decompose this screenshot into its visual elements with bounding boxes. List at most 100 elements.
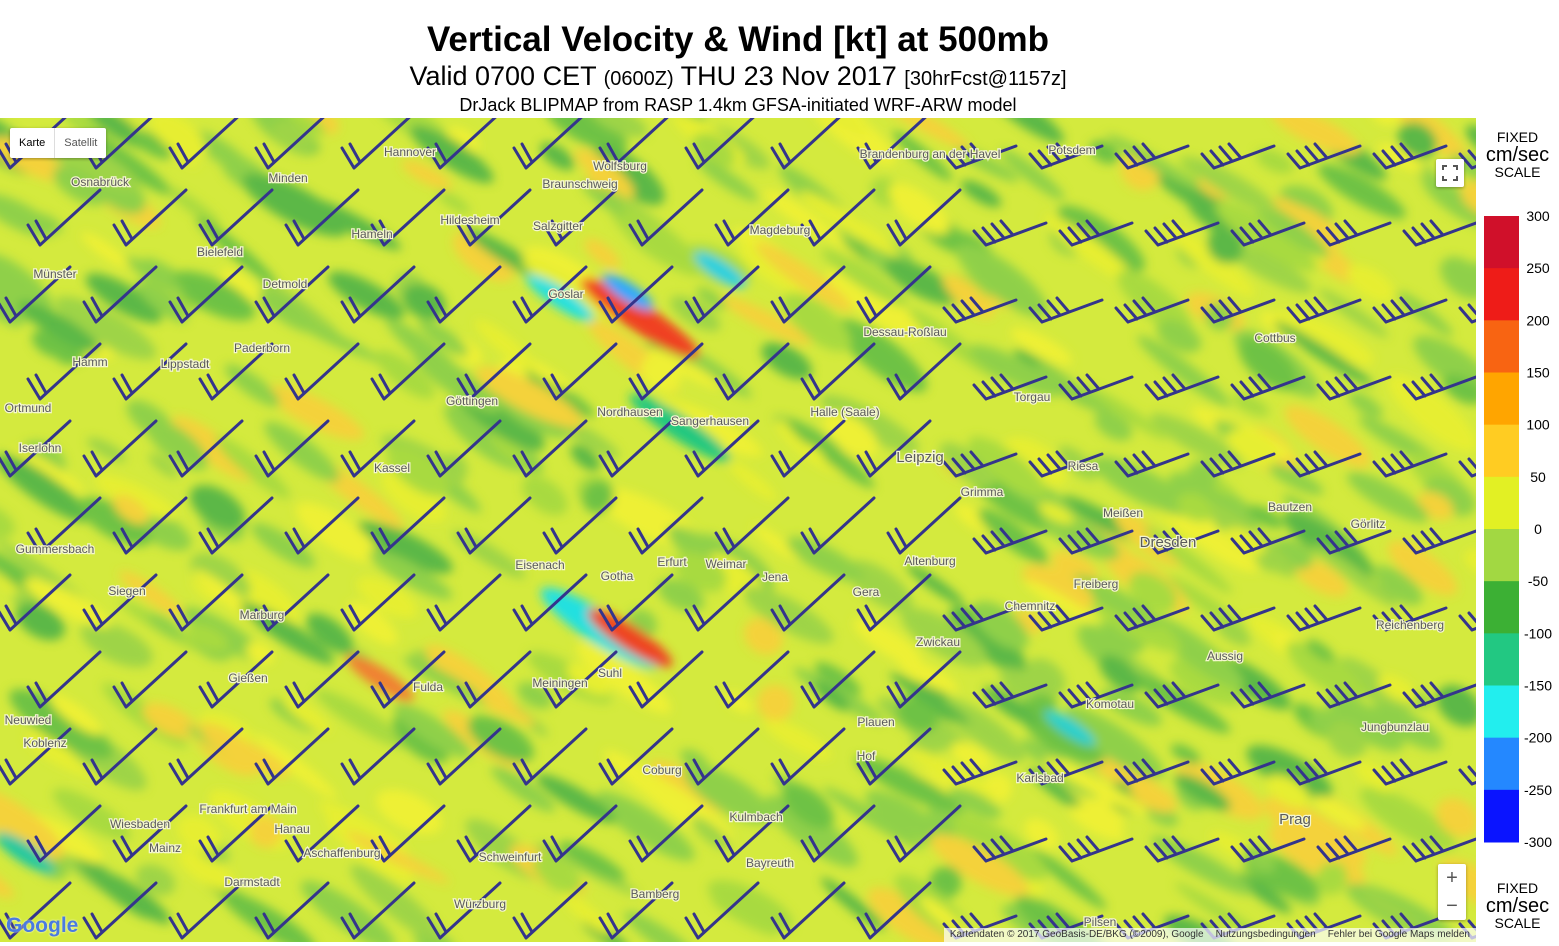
wind-barb bbox=[684, 265, 760, 324]
title: Vertical Velocity & Wind [kt] at 500mb bbox=[426, 20, 1050, 59]
field-blob bbox=[1327, 694, 1404, 752]
field-blob bbox=[0, 864, 15, 899]
place-label: Zwickau bbox=[916, 635, 960, 649]
field-blob bbox=[1247, 505, 1284, 529]
field-blob bbox=[561, 892, 612, 935]
wind-barb bbox=[254, 118, 325, 170]
field-blob bbox=[1286, 640, 1364, 700]
wind-barb bbox=[714, 650, 790, 709]
wind-barb bbox=[714, 188, 790, 247]
scale-tick-label: -150 bbox=[1524, 678, 1552, 694]
place-label: Hof bbox=[857, 749, 876, 763]
field-blob bbox=[245, 642, 275, 665]
field-blob bbox=[0, 538, 88, 605]
wind-barb bbox=[1114, 758, 1190, 786]
google-logo[interactable]: Google bbox=[6, 914, 79, 937]
field-blob bbox=[961, 180, 1002, 208]
field-blob bbox=[215, 436, 291, 499]
map-button[interactable]: Karte bbox=[19, 137, 46, 149]
field-blob bbox=[418, 319, 469, 356]
wind-barb bbox=[1230, 219, 1306, 247]
place-label: Riesa bbox=[1068, 459, 1099, 473]
scale-unit: cm/sec bbox=[1485, 144, 1550, 166]
field-blob bbox=[1242, 845, 1276, 873]
field-blob bbox=[522, 257, 622, 321]
wind-barb bbox=[1028, 142, 1104, 170]
place-label: Gotha bbox=[601, 569, 634, 583]
field-blob bbox=[142, 702, 198, 739]
wind-barb bbox=[1144, 835, 1220, 863]
place-label: Kassel bbox=[374, 461, 410, 475]
field-blob bbox=[475, 366, 583, 428]
wind-barb bbox=[770, 265, 846, 324]
field-blob bbox=[593, 146, 665, 206]
zoom-out[interactable]: − bbox=[1446, 895, 1458, 917]
field-blob bbox=[1347, 264, 1395, 302]
wind-barb bbox=[1144, 681, 1220, 709]
field-core bbox=[602, 274, 654, 310]
field-blob bbox=[1022, 564, 1094, 610]
wind-barb bbox=[1230, 373, 1306, 401]
field-blob bbox=[559, 841, 626, 881]
field-blob bbox=[968, 344, 1062, 397]
field-blob bbox=[1057, 205, 1146, 273]
scale-band bbox=[1484, 789, 1519, 843]
wind-barb bbox=[1200, 142, 1276, 170]
field-blob bbox=[582, 480, 614, 514]
terms-link[interactable]: Nutzungsbedingungen bbox=[1215, 929, 1316, 940]
field-blob bbox=[240, 602, 335, 665]
fullscreen-button[interactable] bbox=[1436, 159, 1464, 187]
field-blob bbox=[822, 787, 924, 849]
wind-barb bbox=[1402, 835, 1476, 863]
field-blob bbox=[1464, 548, 1476, 577]
field-blob bbox=[54, 296, 157, 360]
field-blob bbox=[1232, 393, 1270, 417]
wind-barb bbox=[684, 419, 760, 478]
field-blob bbox=[1369, 118, 1402, 126]
scale-word: SCALE bbox=[1494, 915, 1541, 931]
field-blob bbox=[1312, 543, 1398, 608]
wind-barb bbox=[426, 419, 502, 478]
wind-barb bbox=[1316, 373, 1392, 401]
place-label: Magdeburg bbox=[750, 223, 811, 237]
place-label: Salzgitter bbox=[533, 219, 583, 233]
map[interactable]: Hannover Osnabrück Minden Wolfsburg Braunsch… bbox=[0, 118, 1476, 942]
wind-barb bbox=[512, 118, 583, 170]
scale-tick-label: -200 bbox=[1524, 730, 1552, 746]
wind-barb bbox=[770, 118, 841, 170]
field-blob bbox=[1372, 565, 1423, 606]
field-blob bbox=[761, 342, 812, 380]
field-blob bbox=[1467, 262, 1476, 293]
wind-barb bbox=[856, 419, 932, 478]
wind-barb bbox=[1286, 604, 1362, 632]
field-blob bbox=[670, 296, 721, 332]
satellite-button[interactable]: Satellit bbox=[54, 128, 106, 158]
field-blob bbox=[814, 681, 850, 711]
wind-barb bbox=[942, 758, 1018, 786]
place-label: Mainz bbox=[149, 841, 181, 855]
field-blob bbox=[368, 549, 453, 600]
field-blob bbox=[983, 687, 1038, 726]
wind-barb bbox=[628, 804, 704, 863]
wind-barb bbox=[1316, 219, 1392, 247]
field-blob bbox=[1156, 319, 1202, 353]
field-blob bbox=[847, 560, 913, 612]
field-blob bbox=[865, 790, 943, 841]
zoom-in[interactable]: + bbox=[1446, 867, 1458, 889]
report-link[interactable]: Fehler bei Google Maps melden bbox=[1327, 929, 1470, 940]
wind-barb bbox=[512, 727, 588, 786]
wind-barb bbox=[456, 188, 532, 247]
field-blob bbox=[290, 118, 326, 136]
field-blob bbox=[999, 148, 1065, 200]
place-label: Neuwied bbox=[5, 713, 52, 727]
field-blob bbox=[743, 617, 784, 655]
field-blob bbox=[345, 831, 450, 884]
place-label: Detmold bbox=[263, 277, 308, 291]
wind-barb bbox=[972, 219, 1048, 247]
field-blob bbox=[799, 190, 900, 256]
wind-barb bbox=[800, 496, 876, 555]
scale-tick-label: 250 bbox=[1526, 260, 1550, 276]
field-blob bbox=[1117, 269, 1193, 334]
field-blob bbox=[907, 747, 996, 800]
field-blob bbox=[646, 346, 724, 390]
